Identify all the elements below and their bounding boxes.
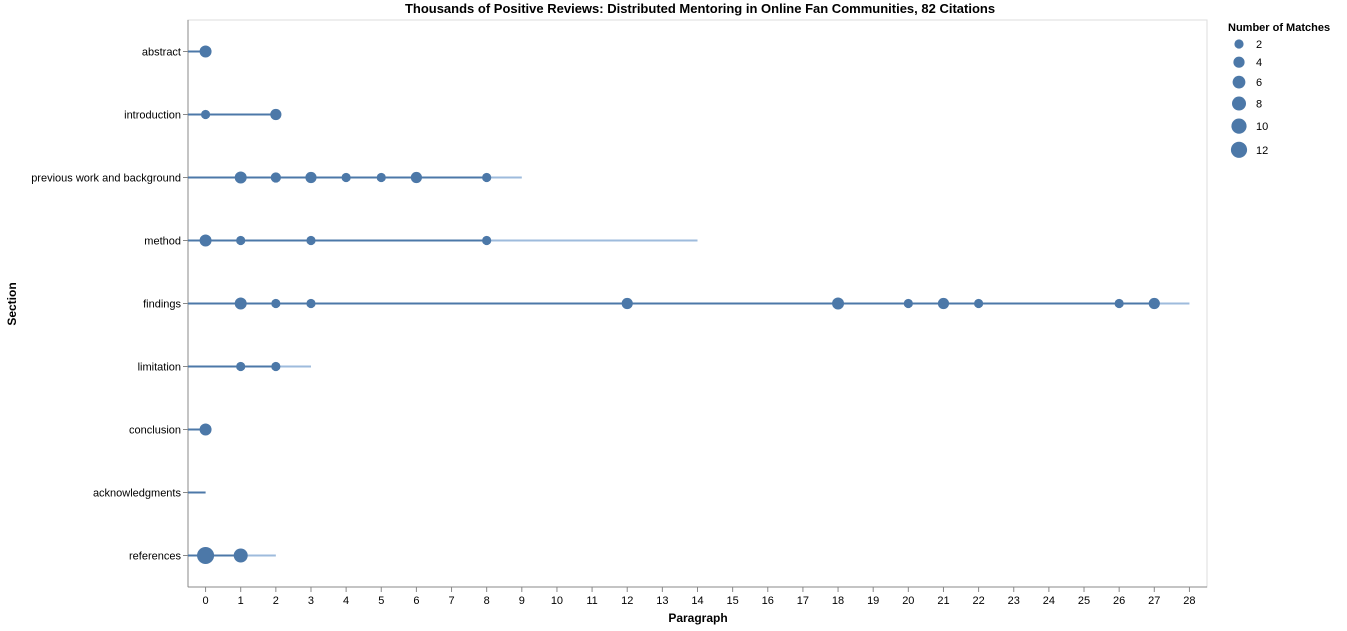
match-point — [197, 546, 215, 565]
chart-title: Thousands of Positive Reviews: Distribut… — [405, 1, 995, 16]
x-tick-label: 4 — [343, 595, 349, 607]
x-tick-label: 5 — [378, 595, 384, 607]
y-axis-title: Section — [5, 282, 19, 325]
match-point — [1148, 297, 1160, 310]
x-tick-label: 7 — [448, 595, 454, 607]
match-point — [234, 297, 247, 310]
x-tick-label: 2 — [273, 595, 279, 607]
legend-symbol — [1232, 75, 1246, 89]
x-tick-label: 21 — [937, 595, 949, 607]
match-point — [903, 298, 913, 309]
match-point — [305, 171, 317, 184]
legend-symbol — [1230, 141, 1248, 158]
x-tick-label: 10 — [551, 595, 563, 607]
x-tick-label: 9 — [519, 595, 525, 607]
match-point — [621, 297, 633, 310]
x-tick-label: 16 — [762, 595, 774, 607]
x-tick-label: 26 — [1113, 595, 1125, 607]
x-tick-label: 0 — [203, 595, 209, 607]
x-tick-label: 11 — [586, 595, 597, 607]
match-point — [234, 171, 247, 184]
x-tick-label: 20 — [902, 595, 914, 607]
match-point — [236, 361, 246, 372]
x-axis-title: Paragraph — [668, 611, 727, 625]
x-tick-label: 6 — [413, 595, 419, 607]
match-point — [199, 234, 212, 247]
x-tick-label: 19 — [867, 595, 879, 607]
legend-symbol — [1234, 39, 1244, 49]
legend-label: 12 — [1256, 145, 1268, 157]
legend-title: Number of Matches — [1228, 22, 1330, 34]
y-tick-label: references — [129, 551, 181, 563]
match-point — [306, 235, 316, 246]
x-tick-label: 23 — [1008, 595, 1020, 607]
y-tick-label: abstract — [142, 47, 181, 59]
match-point — [199, 423, 212, 436]
legend-label: 10 — [1256, 121, 1268, 133]
legend-symbol — [1231, 118, 1247, 134]
y-tick-label: introduction — [124, 110, 181, 122]
x-tick-label: 8 — [484, 595, 490, 607]
match-point — [341, 172, 351, 183]
match-point — [271, 361, 281, 372]
x-tick-label: 18 — [832, 595, 844, 607]
match-point — [937, 297, 950, 310]
y-tick-label: acknowledgments — [93, 488, 182, 500]
y-tick-label: limitation — [138, 362, 181, 374]
x-tick-label: 12 — [621, 595, 633, 607]
size-legend: Number of Matches 2 4 6 8 10 12 — [1228, 22, 1330, 158]
match-point — [270, 108, 282, 121]
match-point — [199, 45, 212, 58]
match-point — [306, 298, 316, 309]
match-point — [482, 172, 492, 183]
plot-area: 0 1 2 3 4 5 6 7 8 9 10 11 12 13 14 15 16 17 18 19 20 21 22 23 24… — [31, 19, 1208, 607]
legend-label: 8 — [1256, 99, 1262, 111]
x-tick-label: 15 — [727, 595, 739, 607]
x-tick-label: 14 — [691, 595, 703, 607]
x-tick-label: 27 — [1148, 595, 1160, 607]
match-point — [270, 172, 281, 183]
y-tick-label: previous work and background — [31, 173, 181, 185]
y-tick-label: conclusion — [129, 425, 181, 437]
y-tick-label: findings — [143, 299, 181, 311]
match-point — [832, 297, 845, 310]
match-point — [200, 109, 211, 120]
y-tick-label: method — [144, 236, 181, 248]
legend-label: 2 — [1256, 39, 1262, 51]
x-tick-label: 25 — [1078, 595, 1090, 607]
match-point — [233, 548, 248, 563]
match-point — [376, 172, 386, 183]
x-tick-label: 28 — [1183, 595, 1195, 607]
x-tick-label: 3 — [308, 595, 314, 607]
match-point — [410, 171, 422, 184]
legend-label: 6 — [1256, 77, 1262, 89]
match-point — [973, 298, 984, 309]
x-tick-label: 1 — [238, 595, 244, 607]
match-point — [271, 298, 281, 309]
x-tick-label: 22 — [972, 595, 984, 607]
x-tick-label: 13 — [656, 595, 668, 607]
x-tick-label: 24 — [1043, 595, 1055, 607]
match-point — [482, 235, 492, 246]
x-tick-label: 17 — [797, 595, 809, 607]
legend-symbol — [1233, 56, 1245, 68]
match-point — [236, 235, 246, 246]
legend-label: 4 — [1256, 57, 1262, 69]
legend-symbol — [1231, 96, 1247, 111]
match-point — [1114, 298, 1124, 309]
